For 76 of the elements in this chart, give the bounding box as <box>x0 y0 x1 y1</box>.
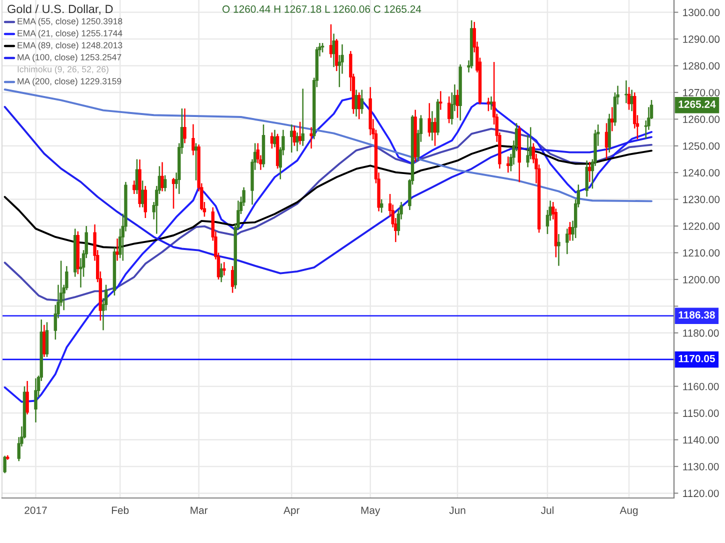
y-tick-label: 1120.00 <box>683 490 719 498</box>
candlestick <box>320 42 324 53</box>
ref-line-label: 1186.38 <box>678 311 715 319</box>
candlestick <box>3 455 6 474</box>
candlestick <box>506 156 510 174</box>
candlestick <box>588 161 592 183</box>
candlestick <box>296 132 299 152</box>
y-tick-label: 1260.00 <box>683 116 720 124</box>
y-tick-label: 1230.00 <box>683 196 720 204</box>
y-tick-label: 1130.00 <box>683 462 719 470</box>
candlestick <box>447 96 451 124</box>
y-tick-label: 1300.00 <box>683 8 720 16</box>
annotation: Ichimoku (9, 26, 52, 26) <box>18 66 108 74</box>
y-tick-label: 1180.00 <box>683 329 719 337</box>
y-tick-label: 1270.00 <box>683 88 720 96</box>
y-tick-label: 1290.00 <box>683 36 720 43</box>
x-tick-label: Jul <box>540 506 554 514</box>
candlestick <box>34 378 38 424</box>
candlestick <box>630 89 634 112</box>
legend-label: EMA (55, close) 1250.3918 <box>18 18 122 26</box>
candlestick <box>585 160 588 198</box>
x-tick-label: Aug <box>620 506 638 516</box>
candlestick <box>430 110 434 142</box>
x-tick-label: Mar <box>190 506 208 514</box>
y-tick-label: 1250.00 <box>683 142 720 150</box>
candlestick <box>439 90 442 110</box>
chart-subtitle: O 1260.44 H 1267.18 L 1260.06 C 1265.24 <box>222 5 422 13</box>
y-tick-label: 1160.00 <box>683 382 719 390</box>
candlestick <box>380 198 384 214</box>
candlestick <box>140 180 144 208</box>
candlestick <box>222 261 226 276</box>
legend-label: MA (100, close) 1253.2547 <box>18 54 122 62</box>
candlestick <box>160 162 164 192</box>
candlestick <box>310 126 313 150</box>
candlestick <box>116 238 119 262</box>
x-tick-label: Feb <box>112 506 129 514</box>
candlestick <box>354 89 358 118</box>
candlestick <box>183 108 186 144</box>
candlestick <box>610 106 614 132</box>
y-tick-label: 1240.00 <box>683 169 720 176</box>
candlestick <box>298 121 302 146</box>
y-tick-label: 1200.00 <box>683 276 720 284</box>
annotation: 1265.24 <box>678 100 716 108</box>
y-tick-label: 1210.00 <box>683 249 720 257</box>
candlestick <box>230 265 234 294</box>
candlestick <box>163 174 167 192</box>
candlestick <box>192 124 195 156</box>
legend-label: EMA (21, close) 1255.1744 <box>18 30 122 38</box>
x-tick-label: May <box>361 506 380 516</box>
candlestick <box>26 380 29 415</box>
ref-line-label: 1170.05 <box>678 354 715 362</box>
x-tick-label: Apr <box>284 506 300 516</box>
candlestick <box>490 96 493 110</box>
y-tick-label: 1150.00 <box>683 410 719 417</box>
candlestick <box>332 33 336 68</box>
candlestick <box>220 262 223 283</box>
y-tick-label: 1140.00 <box>683 436 719 444</box>
legend-label: MA (200, close) 1229.3159 <box>18 78 122 86</box>
candlestick <box>132 180 136 195</box>
candlestick <box>42 324 46 358</box>
candlestick <box>557 233 560 266</box>
candlestick <box>144 185 147 219</box>
x-tick-label: 2017 <box>24 506 47 514</box>
x-tick-label: Jun <box>449 506 466 514</box>
candlestick <box>360 89 364 114</box>
legend-label: EMA (89, close) 1248.2013 <box>18 42 122 50</box>
y-tick-label: 1220.00 <box>683 222 720 230</box>
candlestick <box>273 129 276 148</box>
candlestick <box>45 322 49 358</box>
y-tick-label: 1280.00 <box>683 62 720 70</box>
candlestick <box>357 92 361 120</box>
candlestick <box>624 80 628 104</box>
candlestick <box>290 124 294 154</box>
candlestick <box>301 88 304 146</box>
chart-title: Gold / U.S. Dollar, D <box>8 4 113 15</box>
candlestick <box>566 228 569 255</box>
